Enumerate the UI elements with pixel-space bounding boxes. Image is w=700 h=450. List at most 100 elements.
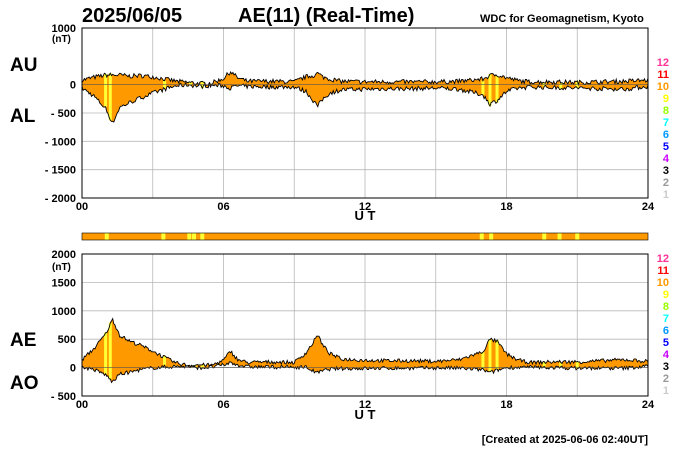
series-line-ae (81, 317, 649, 368)
chart-title: AE(11) (Real-Time) (238, 5, 414, 27)
quality-bar-segment (542, 233, 547, 240)
au-al-grid (82, 28, 648, 198)
series-line-ao (81, 361, 649, 384)
au-al-x-label: U T (355, 208, 376, 223)
highlight-stripe (495, 76, 499, 103)
series-line-au (81, 71, 649, 87)
quality-bar-segment (575, 233, 580, 240)
y-tick-label: 1500 (52, 277, 76, 289)
legend-count-10: 10 (657, 81, 669, 93)
y-tick-label: 1000 (52, 306, 76, 318)
highlight-stripe (108, 73, 112, 121)
legend-count-4: 4 (663, 349, 670, 361)
chart-date: 2025/06/05 (82, 5, 182, 27)
al-label: AL (10, 106, 36, 127)
source-label: WDC for Geomagnetism, Kyoto (480, 13, 644, 25)
legend-count-8: 8 (663, 301, 669, 313)
ao-label: AO (10, 373, 39, 394)
highlight-stripe (481, 80, 485, 95)
y-tick-label: 0 (70, 363, 76, 375)
au-al-panel: (nT) 1000 0 - 500 - 1000 - 1500 - 2000 00 06 12… (10, 23, 655, 223)
y-tick-label: 2000 (52, 249, 76, 261)
y-tick-label: 1000 (52, 23, 76, 35)
created-timestamp: [Created at 2025-06-06 02:40UT] (482, 434, 649, 446)
legend-count-3: 3 (663, 165, 669, 177)
highlight-stripe (575, 361, 579, 369)
legend-count-9: 9 (663, 289, 669, 301)
quality-bar-segments (81, 232, 649, 241)
legend-count-1: 1 (663, 189, 669, 201)
highlight-stripe (108, 322, 112, 379)
ae-ao-grid (82, 254, 648, 396)
au-al-x-ticks: 00 06 12 18 24 (76, 201, 655, 213)
ae-ao-x-label: U T (355, 407, 376, 422)
quality-bar (81, 232, 649, 241)
legend-count-11: 11 (657, 265, 669, 277)
ae-ao-area (81, 317, 649, 384)
quality-bar-segment (479, 233, 484, 240)
ae-ao-x-ticks: 00 06 12 18 24 (76, 399, 655, 411)
y-tick-label: - 1000 (45, 136, 76, 148)
legend-count-6: 6 (663, 129, 669, 141)
band-fill (82, 318, 648, 383)
x-tick-label: 24 (642, 201, 655, 213)
highlight-stripe (104, 332, 108, 374)
quality-bar-segment (200, 233, 205, 240)
highlight-stripe (559, 362, 563, 367)
ae-ao-unit: (nT) (52, 262, 71, 273)
au-al-y-ticks: 1000 0 - 500 - 1000 - 1500 - 2000 (45, 23, 76, 205)
quality-bar-segment (557, 233, 562, 240)
legend-count-4: 4 (663, 153, 670, 165)
quality-bar-segment (192, 233, 197, 240)
series-line-al (81, 81, 649, 123)
quality-bar-segment (489, 233, 494, 240)
highlight-stripe (193, 365, 197, 367)
au-al-frame (81, 27, 649, 199)
legend-count-12: 12 (657, 57, 669, 69)
highlight-stripe (200, 365, 204, 368)
x-tick-label: 18 (500, 399, 512, 411)
legend-count-5: 5 (663, 141, 669, 153)
au-al-unit: (nT) (52, 34, 71, 45)
ae-label: AE (10, 330, 36, 351)
highlight-stripe (188, 82, 192, 85)
ae-ao-panel: (nT) 2000 1500 1000 500 0 - 500 00 06 12 18 24 U … (10, 249, 655, 422)
ae-ao-frame (81, 253, 649, 397)
highlight-stripe (488, 339, 492, 372)
highlight-stripe (495, 340, 499, 370)
x-tick-label: 00 (76, 399, 88, 411)
legend-count-7: 7 (663, 117, 669, 129)
legend-count-9: 9 (663, 93, 669, 105)
legend-count-6: 6 (663, 325, 669, 337)
quality-bar-segment (161, 233, 166, 240)
x-tick-label: 24 (642, 399, 655, 411)
y-tick-label: - 500 (51, 108, 76, 120)
legend-count-2: 2 (663, 177, 669, 189)
quality-bar-frame (81, 232, 649, 241)
y-tick-label: - 1500 (45, 165, 76, 177)
x-tick-label: 12 (359, 399, 371, 411)
y-tick-label: 0 (70, 80, 76, 92)
y-tick-label: - 500 (51, 391, 76, 403)
highlight-stripe (104, 74, 108, 107)
ae-ao-y-ticks: 2000 1500 1000 500 0 - 500 (51, 249, 76, 403)
quality-bar-segment (187, 233, 192, 240)
au-label: AU (10, 55, 37, 76)
legend-count-2: 2 (663, 373, 669, 385)
highlight-stripe (559, 83, 563, 90)
legend-count-5: 5 (663, 337, 669, 349)
y-tick-label: - 2000 (45, 193, 76, 205)
x-tick-label: 06 (217, 399, 229, 411)
legend-count-3: 3 (663, 361, 669, 373)
legend-count-7: 7 (663, 313, 669, 325)
quality-bar-segment (104, 233, 109, 240)
x-tick-label: 06 (217, 201, 229, 213)
legend-count-8: 8 (663, 105, 669, 117)
highlight-stripe (163, 355, 167, 366)
highlight-stripe (481, 352, 485, 369)
x-tick-label: 18 (500, 201, 512, 213)
quality-bar-base (82, 233, 648, 240)
